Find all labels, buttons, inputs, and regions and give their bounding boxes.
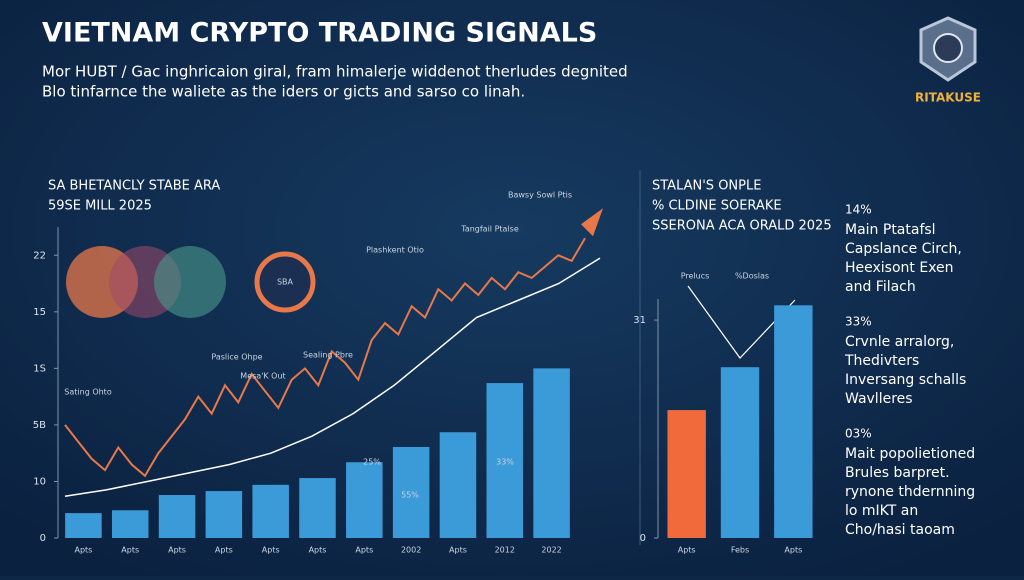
chart-title: SA BHETANCLY STABE ARA <box>48 179 220 194</box>
annotation: %Doslas <box>735 272 769 281</box>
logo: RITAKUSE <box>915 16 981 105</box>
note-line: Thedivters <box>844 353 919 369</box>
page-title: VIETNAM CRYPTO TRADING SIGNALS <box>42 18 597 49</box>
annotation: Plashkent Otio <box>366 246 424 255</box>
x-tick-label: Apts <box>121 546 139 555</box>
bar <box>111 510 149 538</box>
chart-title: 59SE MILL 2025 <box>48 199 152 214</box>
note-line: lo mIKT an <box>845 503 918 519</box>
note-line: Capslance Circh, <box>845 241 962 257</box>
x-tick-label: 2012 <box>495 546 515 555</box>
bar <box>346 462 383 538</box>
subtitle: Mor HUBT / Gac inghricaion giral, fram h… <box>42 63 628 81</box>
annotation: Sating Ohto <box>64 388 112 397</box>
note-line: Crvnle arralorg, <box>845 334 954 350</box>
bar <box>439 432 477 538</box>
x-tick-label: Apts <box>355 546 373 555</box>
annotation: Bawsy Sowl Ptis <box>508 191 572 200</box>
x-tick-label: Apts <box>449 546 467 555</box>
logo-text: RITAKUSE <box>915 91 981 105</box>
x-tick-label: Apts <box>168 546 186 555</box>
annotation: 55% <box>401 491 419 500</box>
bar <box>158 495 196 538</box>
x-tick-label: Apts <box>215 546 233 555</box>
annotation: 33% <box>496 458 514 467</box>
badge-circle <box>254 251 316 313</box>
line-series <box>64 257 601 497</box>
bar <box>392 446 430 538</box>
notes: 14% Main Ptatafsl Capslance Circh, Heexison… <box>844 203 975 539</box>
annotation: Prelucs <box>681 272 710 281</box>
y-tick-label: 0 <box>40 533 46 544</box>
chart-title: STALAN'S ONPLE <box>652 179 761 194</box>
x-tick-label: Apts <box>309 546 327 555</box>
x-tick-label: Apts <box>74 546 92 555</box>
note-line: Cho/hasi taoam <box>845 522 955 538</box>
bar <box>252 484 289 538</box>
note-line: rynone thdernning <box>845 484 975 500</box>
y-tick-label: 0 <box>640 533 646 544</box>
bar <box>720 367 760 538</box>
arrow-head <box>581 208 603 237</box>
note-line: Wavlleres <box>845 391 913 407</box>
note-line: Inversang schalls <box>845 372 966 388</box>
note-value: 14% <box>845 203 872 217</box>
chart-title: % CLDINE SOERAKE <box>652 199 782 214</box>
note-line: and Filach <box>845 279 916 295</box>
x-tick-label: Apts <box>262 546 280 555</box>
annotation: Paslice Ohpe <box>211 353 262 362</box>
bar <box>205 491 243 538</box>
line-series <box>64 237 586 478</box>
annotation: 25% <box>363 458 381 467</box>
bar <box>533 368 570 538</box>
note-line: Brules barpret. <box>845 465 950 481</box>
annotation: Tangfail Ptalse <box>460 225 519 234</box>
bar <box>486 383 524 538</box>
x-tick-label: 2022 <box>541 546 561 555</box>
x-tick-label: Apts <box>678 546 696 555</box>
y-tick-label: 22 <box>33 250 46 261</box>
y-tick-label: 31 <box>633 315 646 326</box>
bar <box>299 478 336 538</box>
subtitle: Blo tinfarnce the waliete as the iders o… <box>42 83 525 101</box>
x-tick-label: 2002 <box>401 546 421 555</box>
venn-circle <box>154 246 226 318</box>
bar <box>667 410 706 538</box>
annotation: Sealing Pbre <box>303 351 353 360</box>
bar <box>774 305 813 538</box>
note-value: 03% <box>845 427 872 441</box>
y-tick-label: 1S <box>33 363 46 374</box>
annotation: Mesa'K Out <box>240 372 285 381</box>
note-line: Mait popolietioned <box>845 446 975 462</box>
y-tick-label: 15 <box>33 307 46 318</box>
x-tick-label: Apts <box>784 546 802 555</box>
annotation: SBA <box>277 278 294 287</box>
note-value: 33% <box>845 315 872 329</box>
y-tick-label: 10 <box>33 476 46 487</box>
chart-title: SSERONA ACA ORALD 2025 <box>652 219 832 234</box>
y-tick-label: 5B <box>33 420 46 431</box>
left-decoration <box>66 246 316 318</box>
x-tick-label: Febs <box>731 546 749 555</box>
note-line: Heexisont Exen <box>845 260 954 276</box>
logo-emblem <box>933 33 963 63</box>
bar <box>65 513 102 538</box>
note-line: Main Ptatafsl <box>845 222 936 238</box>
